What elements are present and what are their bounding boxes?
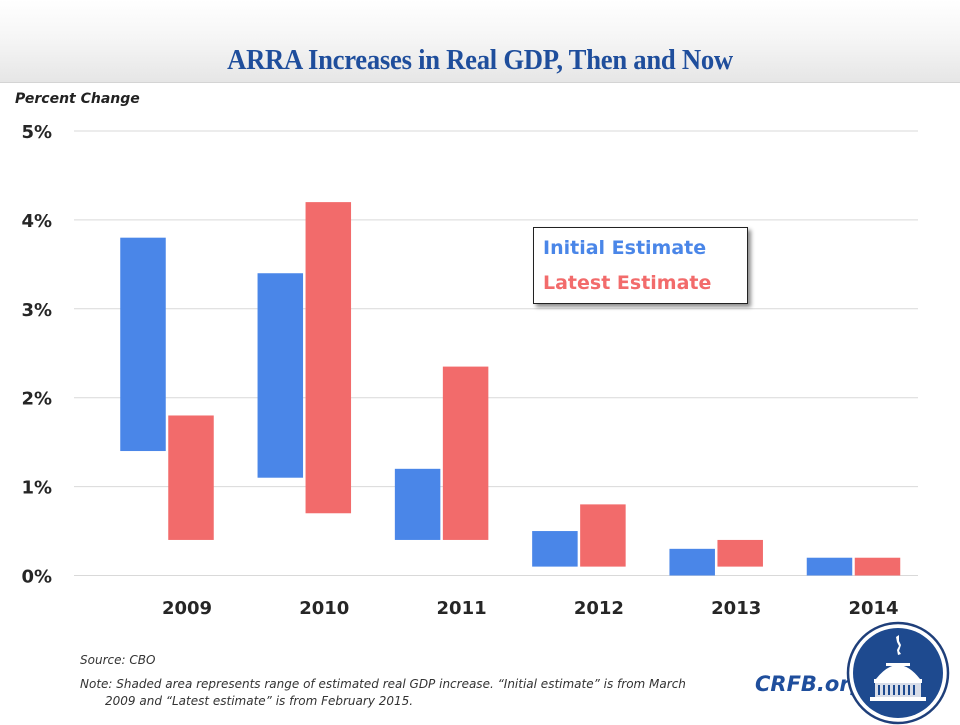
chart-area: 0% 1% 2% 3% 4% 5% 2009 2010 2011 2012 2013 2014 (21, 122, 918, 619)
bar-initial-estimate-2009 (120, 237, 166, 452)
x-tick-label: 2009 (162, 598, 212, 619)
y-axis-label: Percent Change (15, 91, 140, 107)
y-tick-label: 3% (21, 300, 52, 321)
bar-latest-estimate-2011 (442, 366, 489, 540)
y-tick-label: 1% (21, 478, 52, 499)
footnote-line-2: 2009 and “Latest estimate” is from Febru… (105, 694, 414, 708)
bar-initial-estimate-2011 (394, 468, 441, 540)
legend-item-latest-estimate: Latest Estimate (543, 272, 712, 294)
bar-initial-estimate-2014 (806, 557, 853, 576)
bar-latest-estimate-2014 (854, 557, 901, 576)
x-tick-label: 2014 (848, 598, 898, 619)
x-tick-label: 2010 (299, 598, 349, 619)
bar-latest-estimate-2009 (168, 415, 214, 540)
slide-header (0, 0, 960, 83)
bar-initial-estimate-2012 (532, 531, 578, 567)
bar-latest-estimate-2013 (717, 539, 763, 567)
footnote-line-1: Note: Shaded area represents range of es… (80, 677, 686, 691)
y-tick-label: 0% (21, 567, 52, 588)
legend-item-initial-estimate: Initial Estimate (543, 237, 707, 259)
legend: Initial Estimate Latest Estimate (533, 227, 748, 304)
x-tick-label: 2013 (711, 598, 761, 619)
x-tick-label: 2012 (574, 598, 624, 619)
capitol-dome-logo-icon (846, 621, 950, 725)
y-tick-label: 2% (21, 389, 52, 410)
bar-latest-estimate-2010 (305, 202, 352, 514)
source-note: Source: CBO (80, 653, 156, 667)
y-tick-label: 5% (21, 122, 52, 143)
brand-link[interactable]: CRFB.org (755, 672, 865, 696)
footnote: Note: Shaded area represents range of es… (80, 676, 740, 710)
chart-title: ARRA Increases in Real GDP, Then and Now (227, 44, 733, 76)
x-tick-label: 2011 (437, 598, 487, 619)
y-tick-label: 4% (21, 211, 52, 232)
bar-initial-estimate-2013 (669, 548, 715, 576)
bar-latest-estimate-2012 (580, 504, 626, 567)
bar-initial-estimate-2010 (257, 273, 304, 478)
